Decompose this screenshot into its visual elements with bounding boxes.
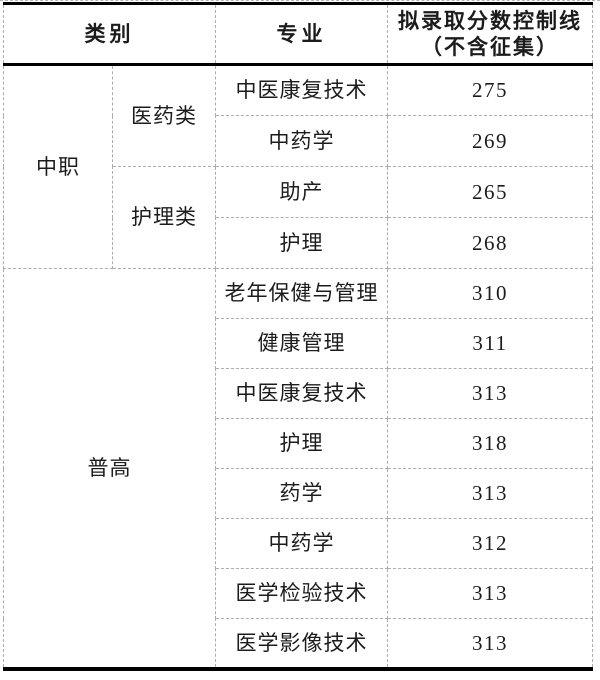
table-row: 普高 老年保健与管理 310 (3, 268, 593, 669)
major-cell: 健康管理 (215, 318, 388, 369)
table-row: 护理 318 (4, 418, 593, 469)
subtype-cell: 医药类 (112, 64, 216, 167)
admission-score-table: 类别 专业 拟录取分数控制线 （不含征集） 中职 医药类 中医康复技术 275 中药学 2… (3, 2, 593, 671)
header-score-line-2: （不含征集） (421, 35, 559, 59)
major-cell: 医学检验技术 (215, 568, 388, 619)
score-cell: 310 (387, 268, 593, 319)
header-score-line: 拟录取分数控制线 （不含征集） (387, 2, 593, 66)
major-cell: 助产 (215, 166, 388, 218)
score-cell: 318 (387, 418, 593, 469)
major-cell: 中医康复技术 (215, 368, 388, 419)
header-score-line-1: 拟录取分数控制线 (398, 9, 582, 33)
table-header: 类别 专业 拟录取分数控制线 （不含征集） (3, 2, 593, 66)
table-row: 健康管理 311 (4, 318, 593, 369)
major-cell: 药学 (215, 468, 388, 519)
score-cell: 269 (387, 115, 593, 167)
major-cell: 医学影像技术 (215, 618, 388, 669)
score-cell: 313 (387, 568, 593, 619)
score-cell: 311 (387, 318, 593, 369)
major-cell: 护理 (215, 418, 388, 469)
score-cell: 268 (387, 217, 593, 269)
table-row: 药学 313 (4, 468, 593, 519)
table-row: 医学检验技术 313 (4, 568, 593, 619)
table-row: 医学影像技术 313 (4, 618, 593, 669)
score-cell: 275 (387, 64, 593, 116)
header-category: 类别 (3, 2, 216, 66)
table-row: 中医康复技术 313 (4, 368, 593, 419)
major-cell: 中药学 (215, 115, 388, 167)
table-body: 中职 医药类 中医康复技术 275 中药学 269 护理类 助产 265 护理 268 普高 老年保健与… (3, 64, 593, 669)
category-cell: 中职 (3, 64, 113, 269)
table-row: 中职 医药类 中医康复技术 275 (3, 64, 593, 269)
score-cell: 265 (387, 166, 593, 218)
outer-dashed-line (0, 0, 600, 1)
score-cell: 313 (387, 368, 593, 419)
table-row: 中药学 312 (4, 518, 593, 569)
category-cell: 普高 (3, 268, 216, 669)
major-cell: 中医康复技术 (215, 64, 388, 116)
score-cell: 313 (387, 468, 593, 519)
score-cell: 313 (387, 618, 593, 669)
table-row: 中药学 269 (4, 115, 593, 167)
major-cell: 护理 (215, 217, 388, 269)
header-row: 类别 专业 拟录取分数控制线 （不含征集） (3, 2, 593, 66)
score-cell: 312 (387, 518, 593, 569)
major-cell: 老年保健与管理 (215, 268, 388, 319)
header-major: 专业 (215, 2, 388, 66)
major-cell: 中药学 (215, 518, 388, 569)
subtype-cell: 护理类 (112, 166, 216, 269)
